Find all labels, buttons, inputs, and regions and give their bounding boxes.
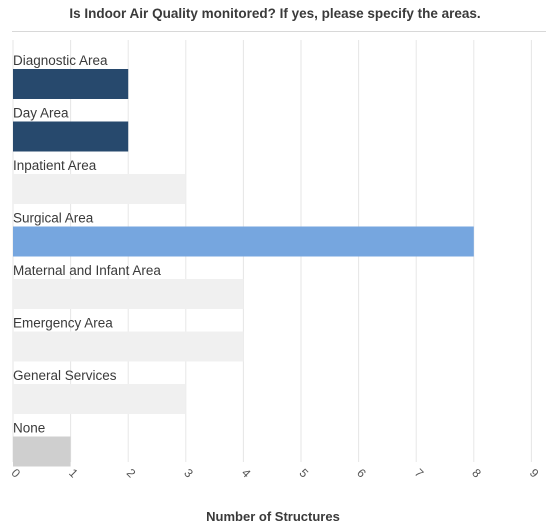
category-label: Inpatient Area [13,158,97,173]
bar [13,384,186,414]
title-divider [12,31,546,32]
category-label: Maternal and Infant Area [13,263,161,278]
category-label: Emergency Area [13,316,113,331]
chart-title: Is Indoor Air Quality monitored? If yes,… [69,6,481,21]
category-label: General Services [13,368,117,383]
x-axis-title: Number of Structures [206,509,340,524]
x-tick-label: 1 [66,466,81,481]
x-tick-label: 5 [297,466,312,481]
category-label: Day Area [13,106,69,121]
category-label: None [13,421,45,436]
x-tick-label: 2 [124,466,139,481]
x-tick-label: 3 [181,466,196,481]
x-tick-label: 4 [239,466,254,481]
bar [13,174,186,204]
bar [13,69,129,99]
x-tick-label: 0 [9,466,24,481]
x-tick-label: 7 [412,466,427,481]
bar [13,331,244,362]
bar [13,121,129,152]
bar [13,436,71,467]
category-label: Surgical Area [13,211,94,226]
category-label: Diagnostic Area [13,53,108,68]
bar [13,226,474,257]
bar [13,279,244,309]
x-tick-label: 8 [469,466,484,481]
x-tick-label: 9 [527,466,542,481]
x-tick-label: 6 [354,466,369,481]
